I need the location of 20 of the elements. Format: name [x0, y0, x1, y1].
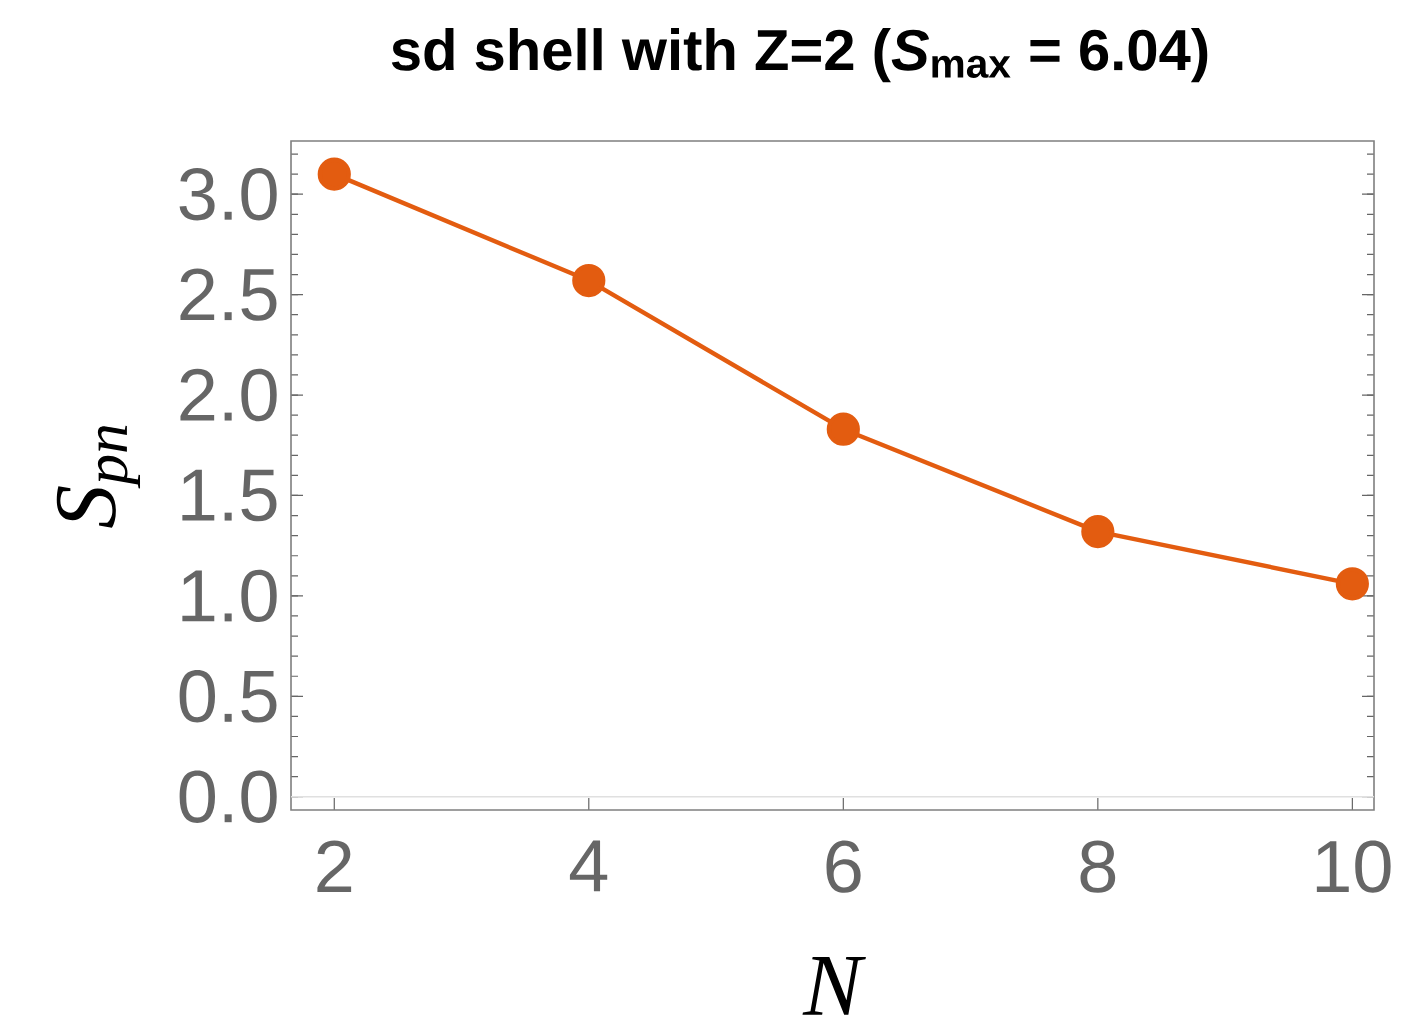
y-tick-label: 0.0	[179, 770, 277, 823]
point	[317, 157, 351, 191]
y-tick-label: 1.0	[182, 569, 277, 623]
point	[1335, 567, 1369, 601]
x-tick-label: 2	[317, 840, 352, 893]
x-tick-label: 6	[826, 840, 861, 893]
y-tick-label: 0.5	[179, 670, 277, 723]
y-tick-label: 1.5	[182, 469, 277, 522]
x-tick-label: 10	[1316, 840, 1391, 893]
point	[572, 263, 606, 298]
x-tick-label: 4	[569, 840, 608, 892]
y-tick-label: 2.5	[180, 268, 277, 321]
chart-title: sd shell with Z=2 (S$_{max}$ = 6.04)	[391, 28, 1208, 83]
x-tick-label: 8	[1080, 840, 1116, 893]
point	[826, 412, 860, 446]
x-axis-title: N	[802, 957, 866, 1015]
y-tick-label: 3.0	[179, 168, 277, 221]
point	[1081, 515, 1115, 549]
y-tick-label: 2.0	[180, 368, 277, 422]
y-axis-title: S$_{pn}$	[56, 425, 141, 528]
